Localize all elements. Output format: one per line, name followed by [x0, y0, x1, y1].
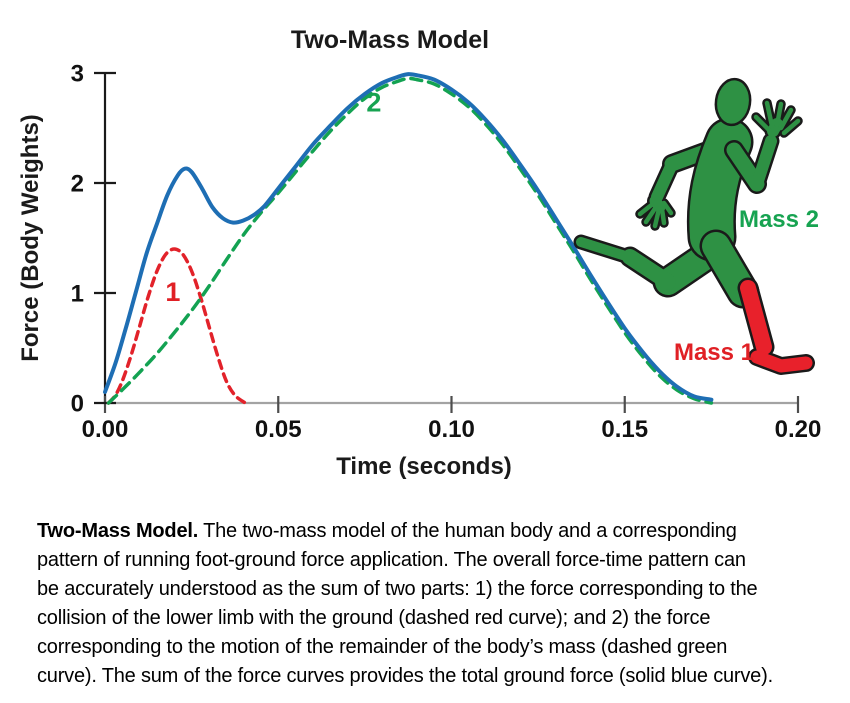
runner-limb-segment [622, 249, 676, 290]
mass2-label: Mass 2 [739, 206, 819, 233]
runner-limb-segment [778, 107, 794, 131]
caption-line: collision of the lower limb with the gro… [37, 607, 711, 629]
y-ticks: 0 1 2 3 [71, 61, 116, 418]
y-tick-label: 3 [71, 61, 84, 88]
figure-caption: Two-Mass Model. The two-mass model of th… [37, 517, 837, 691]
y-tick-label: 1 [71, 281, 84, 308]
mass1-force-curve [106, 247, 248, 405]
runner-limb-segment [764, 100, 775, 129]
chart-title: Two-Mass Model [291, 26, 489, 54]
x-tick-label: 0.00 [82, 416, 129, 443]
runner-limb-segment [576, 237, 637, 263]
runner-torso [686, 110, 754, 262]
curve-number-labels: 12 [165, 88, 381, 307]
x-tick-label: 0.05 [255, 416, 302, 443]
runner-limb-segment [750, 350, 813, 373]
x-axis-label: Time (seconds) [336, 453, 512, 480]
runner-limb-segment [774, 101, 784, 128]
runner-limb-segment [643, 204, 659, 225]
x-tick-label: 0.15 [601, 416, 648, 443]
runner-limb-segment [740, 280, 772, 355]
runner-limb-segment [659, 206, 667, 226]
x-tick-label: 0.20 [775, 416, 822, 443]
mass1-label: Mass 1 [674, 339, 754, 366]
runner-limb-segment [637, 200, 657, 217]
y-axis-label: Force (Body Weights) [17, 114, 44, 362]
caption-line: curve). The sum of the force curves prov… [37, 665, 773, 687]
total-force-curve [103, 72, 714, 402]
caption-line: pattern of running foot-ground force app… [37, 549, 746, 571]
mass2-force-curve [106, 76, 714, 405]
runner-limb-segment [751, 135, 777, 190]
curve-label-2: 2 [366, 88, 381, 118]
curve-label-1: 1 [165, 277, 180, 307]
x-ticks: 0.00 0.05 0.10 0.15 0.20 [82, 396, 822, 443]
runner-head [714, 77, 752, 127]
caption-line: be accurately understood as the sum of t… [37, 578, 758, 600]
y-tick-label: 2 [71, 171, 84, 198]
runner-limb-segment [753, 114, 773, 134]
runner-lower-leg-mass1 [737, 277, 815, 375]
runner-limb-segment [781, 118, 801, 136]
runner-forward-arm [724, 98, 803, 194]
runner-limb-segment [661, 200, 674, 216]
runner-limb-segment [651, 158, 678, 203]
runner-limb-segment [652, 206, 662, 229]
caption-lead: Two-Mass Model. [37, 520, 199, 542]
caption-line: Two-Mass Model. The two-mass model of th… [37, 520, 737, 542]
x-tick-label: 0.10 [428, 416, 475, 443]
series-curves: 12 [103, 72, 714, 405]
runner-illustration: Mass 2 Mass 1 [573, 77, 819, 375]
caption-line: corresponding to the motion of the remai… [37, 636, 728, 658]
two-mass-model-chart: Two-Mass Model 0.00 0.05 0.10 0.15 0.20 0123… [17, 26, 822, 480]
y-tick-label: 0 [71, 391, 84, 418]
